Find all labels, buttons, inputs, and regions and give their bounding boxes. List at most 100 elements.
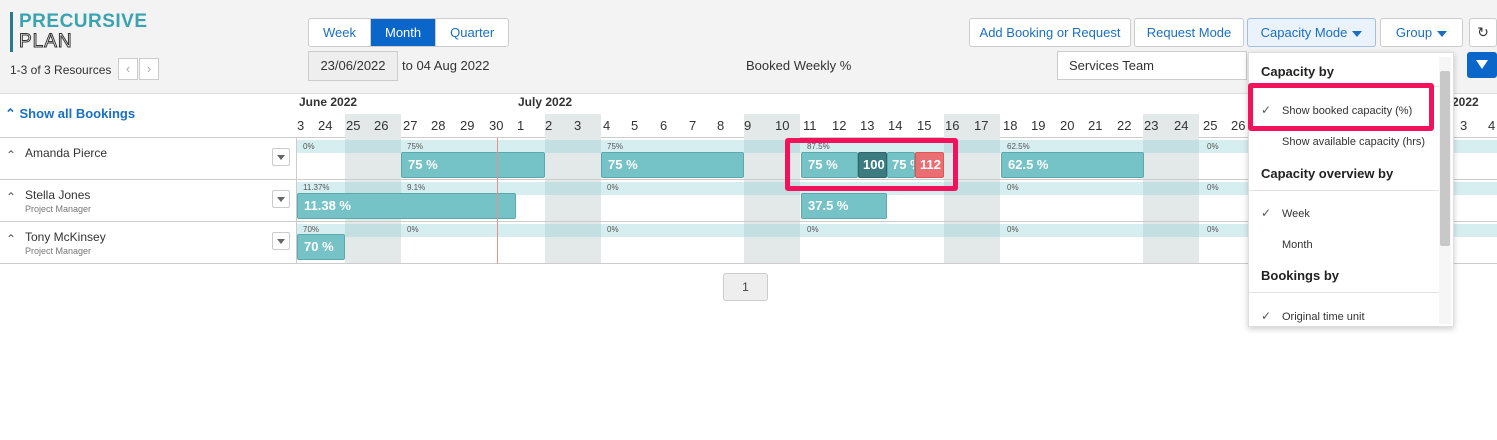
day-label: 8 — [717, 118, 725, 133]
day-label: 2 — [545, 118, 553, 133]
day-label: 6 — [660, 118, 668, 133]
chevron-down-icon — [1352, 30, 1363, 37]
filter-icon[interactable] — [1467, 52, 1497, 78]
menu-scroll-thumb[interactable] — [1440, 71, 1450, 246]
view-label: Booked Weekly % — [746, 58, 852, 73]
overbooked-bar[interactable]: 112 — [915, 152, 944, 178]
resource-role: Project Manager — [25, 204, 92, 214]
day-label: 14 — [888, 118, 903, 133]
menu-divider — [1249, 292, 1439, 293]
capacity-label: 0% — [1207, 225, 1219, 234]
capacity-label: 0% — [1007, 183, 1019, 192]
day-label: 5 — [631, 118, 639, 133]
booking-bar[interactable]: 70 % — [297, 234, 345, 260]
weekend-column — [345, 114, 401, 264]
capacity-label: 0% — [607, 183, 619, 192]
day-label: 25 — [1203, 118, 1218, 133]
logo-line2: PLAN — [19, 31, 73, 52]
day-label: 11 — [803, 118, 817, 133]
menu-item-original-time-unit[interactable]: Original time unit — [1282, 311, 1365, 323]
resource-menu-button[interactable] — [272, 190, 290, 208]
refresh-icon[interactable]: ↻ — [1469, 18, 1497, 47]
capacity-label: 0% — [607, 225, 619, 234]
day-label: 3 — [297, 118, 305, 133]
menu-item-booked-capacity[interactable]: Show booked capacity (%) — [1282, 105, 1413, 117]
capacity-label: 0% — [807, 225, 819, 234]
start-date-field[interactable]: 23/06/2022 — [308, 51, 398, 81]
booking-bar[interactable]: 11.38 % — [297, 193, 516, 219]
day-label: 16 — [945, 118, 960, 133]
next-page-button[interactable]: › — [139, 58, 159, 80]
chevron-up-icon[interactable]: ⌃ — [6, 148, 17, 162]
capacity-label: 11.37% — [303, 183, 330, 192]
tab-month[interactable]: Month — [371, 19, 437, 46]
day-label: 26 — [1231, 118, 1246, 133]
booking-bar[interactable]: 75 % — [887, 152, 915, 178]
team-select[interactable]: Services Team — [1057, 51, 1247, 80]
booking-bar[interactable]: 75 % — [401, 152, 545, 178]
capacity-label: 87.5% — [807, 142, 830, 151]
weekend-column — [1143, 114, 1199, 264]
page-button[interactable]: 1 — [723, 273, 768, 301]
check-icon: ✓ — [1261, 309, 1272, 323]
group-button[interactable]: Group — [1380, 18, 1463, 47]
capacity-mode-label: Capacity Mode — [1260, 25, 1348, 40]
day-label: 9 — [744, 118, 752, 133]
menu-section-title: Capacity overview by — [1261, 166, 1394, 181]
resource-name: Stella Jones — [25, 188, 91, 202]
resource-role: Project Manager — [25, 246, 92, 256]
booking-bar[interactable]: 75 % — [801, 152, 858, 178]
add-booking-button[interactable]: Add Booking or Request — [969, 18, 1131, 47]
capacity-label: 75% — [607, 142, 624, 151]
capacity-label: 62.5% — [1007, 142, 1030, 151]
tab-quarter[interactable]: Quarter — [450, 25, 495, 40]
resource-name: Amanda Pierce — [25, 146, 108, 160]
request-mode-button[interactable]: Request Mode — [1134, 18, 1244, 47]
prev-page-button[interactable]: ‹ — [118, 58, 138, 80]
show-all-label: Show all Bookings — [19, 106, 136, 121]
capacity-mode-button[interactable]: Capacity Mode — [1247, 18, 1376, 47]
row-divider — [297, 179, 1497, 180]
day-label: 27 — [403, 118, 418, 133]
booking-bar[interactable]: 37.5 % — [801, 193, 887, 219]
group-label: Group — [1395, 25, 1433, 40]
capacity-band — [297, 224, 1497, 237]
capacity-mode-menu: Capacity by ✓ Show booked capacity (%) S… — [1248, 52, 1454, 327]
menu-item-month[interactable]: Month — [1282, 239, 1313, 251]
resource-count: 1-3 of 3 Resources — [10, 63, 112, 77]
row-divider — [297, 221, 1497, 222]
booking-bar[interactable]: 62.5 % — [1001, 152, 1144, 178]
capacity-label: 0% — [1207, 183, 1219, 192]
day-label: 10 — [775, 118, 790, 133]
weekend-column — [545, 114, 601, 264]
chevron-up-icon[interactable]: ⌃ — [6, 232, 17, 246]
day-label: 13 — [860, 118, 875, 133]
show-all-bookings-toggle[interactable]: ⌃ Show all Bookings — [5, 106, 135, 122]
day-label: 24 — [318, 118, 333, 133]
day-label: 3 — [574, 118, 582, 133]
month-label: June 2022 — [299, 95, 358, 109]
booking-bar[interactable]: 100 — [858, 152, 887, 178]
capacity-label: 70% — [303, 225, 320, 234]
day-label: 12 — [832, 118, 847, 133]
booking-bar[interactable]: 75 % — [601, 152, 744, 178]
menu-item-week[interactable]: Week — [1282, 208, 1310, 220]
check-icon: ✓ — [1261, 103, 1272, 117]
day-label: 28 — [431, 118, 446, 133]
day-label: 7 — [689, 118, 697, 133]
resource-menu-button[interactable] — [272, 232, 290, 250]
month-label: 2022 — [1452, 95, 1479, 109]
day-label: 23 — [1144, 118, 1159, 133]
top-toolbar — [0, 0, 1497, 94]
day-label: 20 — [1060, 118, 1075, 133]
day-label: 24 — [1174, 118, 1189, 133]
day-label: 3 — [1460, 118, 1468, 133]
tab-week[interactable]: Week — [309, 19, 371, 46]
menu-item-available-capacity[interactable]: Show available capacity (hrs) — [1282, 136, 1426, 148]
menu-section-title: Capacity by — [1261, 64, 1334, 79]
chevron-up-icon[interactable]: ⌃ — [6, 190, 17, 204]
precursive-logo: PRECURSIVE PLAN — [10, 12, 150, 52]
resource-menu-button[interactable] — [272, 148, 290, 166]
resource-row: ⌃ Stella Jones Project Manager — [0, 180, 297, 222]
